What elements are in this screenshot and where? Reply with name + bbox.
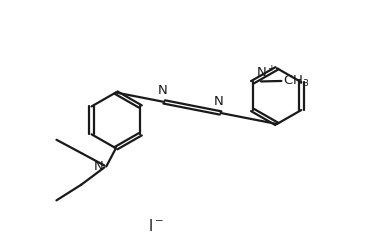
Text: I$^-$: I$^-$ — [148, 218, 164, 234]
Text: N: N — [93, 160, 103, 173]
Text: N: N — [158, 84, 167, 97]
Text: N$^+$: N$^+$ — [256, 65, 276, 80]
Text: CH$_3$: CH$_3$ — [283, 73, 310, 89]
Text: N: N — [214, 95, 224, 108]
